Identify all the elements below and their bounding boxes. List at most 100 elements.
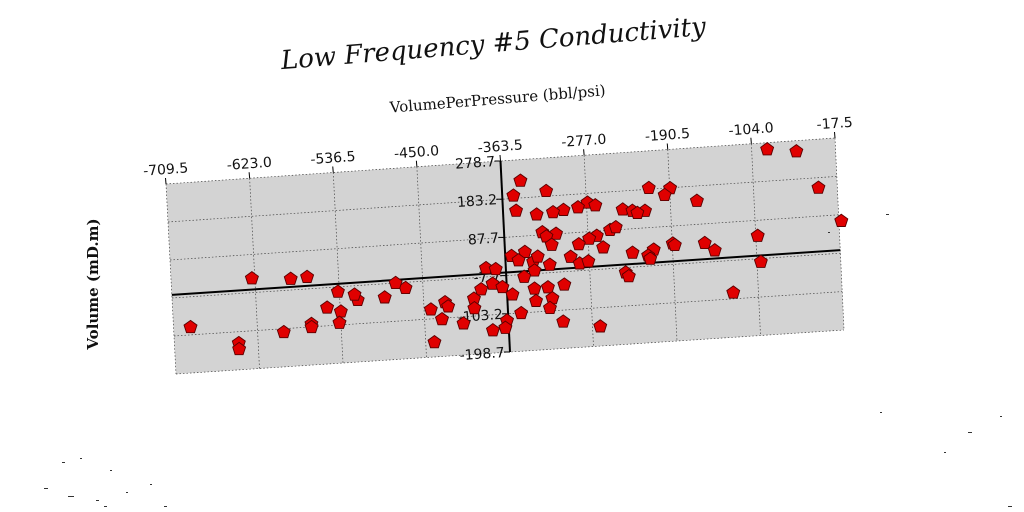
- plot-area: -709.5 -623.0 -536.5 -450.0 -363.5 -277.0 -190…: [143, 115, 853, 375]
- x-tick-mark: [248, 172, 251, 179]
- data-point: [641, 180, 656, 195]
- x-grid-line: [834, 137, 845, 331]
- x-tick-label: -104.0: [728, 120, 774, 139]
- data-point: [511, 253, 526, 267]
- chart-title: Low Frequency #5 Conductivity: [279, 12, 707, 76]
- data-point: [643, 251, 658, 265]
- data-point: [542, 300, 557, 315]
- data-point: [530, 249, 545, 263]
- data-point: [557, 277, 572, 291]
- data-point: [539, 183, 554, 198]
- data-point: [689, 193, 704, 207]
- data-point: [427, 334, 442, 349]
- y-tick-label: 87.7: [467, 230, 499, 248]
- data-point: [545, 204, 561, 219]
- speckle: [80, 458, 82, 459]
- data-point: [570, 200, 585, 214]
- speckle: [68, 496, 74, 497]
- data-point: [517, 244, 532, 258]
- y-axis-title: Volume (mD.m): [84, 218, 102, 350]
- data-point: [304, 319, 319, 334]
- data-point: [593, 319, 608, 333]
- data-point: [377, 290, 392, 304]
- data-point: [529, 293, 544, 307]
- speckle: [828, 232, 830, 233]
- data-point: [183, 319, 198, 334]
- data-point: [527, 281, 542, 295]
- speckle: [110, 470, 112, 471]
- x-tick-mark: [165, 177, 167, 185]
- data-point: [441, 299, 456, 313]
- data-point: [488, 261, 503, 276]
- data-point: [571, 236, 586, 251]
- data-point: [276, 324, 291, 339]
- x-grid-line: [583, 155, 594, 347]
- x-tick-label: -709.5: [143, 160, 189, 179]
- data-point: [667, 237, 682, 252]
- speckle: [944, 452, 946, 453]
- data-point: [505, 287, 520, 301]
- x-tick-label: -277.0: [561, 132, 607, 151]
- data-point: [388, 275, 403, 290]
- x-tick-label: -17.5: [816, 115, 853, 133]
- data-point: [467, 300, 482, 315]
- x-tick-label: -536.5: [310, 149, 356, 168]
- data-point: [750, 228, 765, 242]
- scan-noise: [44, 214, 1012, 507]
- data-point: [456, 316, 471, 330]
- data-point: [789, 144, 804, 158]
- x-grid-line: [165, 183, 177, 375]
- speckle: [104, 506, 107, 507]
- data-point: [485, 323, 500, 337]
- y-tick-label: -198.7: [459, 345, 505, 364]
- speckle: [150, 484, 152, 485]
- data-point: [506, 188, 521, 202]
- data-point: [621, 268, 636, 283]
- data-point: [527, 263, 542, 277]
- data-point: [540, 280, 555, 294]
- speckle: [1008, 506, 1012, 507]
- data-point: [495, 279, 510, 294]
- speckle: [96, 500, 99, 501]
- speckle: [880, 412, 882, 413]
- speckle: [1000, 416, 1002, 417]
- data-point: [726, 285, 741, 299]
- x-tick-label: -450.0: [394, 143, 440, 162]
- speckle: [886, 214, 889, 215]
- data-point: [509, 203, 524, 217]
- data-point: [581, 254, 596, 268]
- data-point: [485, 276, 500, 290]
- data-point: [753, 254, 768, 268]
- x-tick-mark: [499, 154, 501, 162]
- y-tick-label: 183.2: [457, 192, 498, 211]
- x-tick-mark: [750, 137, 752, 144]
- data-point: [498, 320, 513, 334]
- speckle: [968, 432, 972, 433]
- x-tick-label: -363.5: [477, 137, 523, 156]
- data-point: [347, 287, 362, 301]
- data-point: [332, 315, 347, 329]
- data-point: [542, 257, 557, 271]
- data-point: [232, 341, 247, 356]
- x-tick-mark: [666, 143, 669, 150]
- data-point: [630, 205, 645, 219]
- data-point: [330, 284, 345, 298]
- x-tick-mark: [415, 160, 418, 167]
- y-tick-label: 278.7: [455, 154, 496, 173]
- x-tick-mark: [332, 166, 334, 173]
- data-point: [300, 269, 315, 283]
- data-point: [707, 243, 722, 257]
- speckle: [44, 488, 48, 489]
- data-point: [657, 187, 672, 202]
- x-axis-title: VolumePerPressure (bbl/psi): [388, 81, 606, 116]
- x-tick-label: -623.0: [226, 155, 272, 174]
- data-point: [556, 314, 571, 328]
- data-point: [811, 180, 826, 194]
- data-point: [517, 269, 532, 283]
- data-point: [423, 302, 438, 316]
- data-point: [514, 305, 529, 320]
- data-point: [608, 219, 623, 234]
- data-point: [544, 237, 559, 251]
- speckle: [62, 462, 65, 463]
